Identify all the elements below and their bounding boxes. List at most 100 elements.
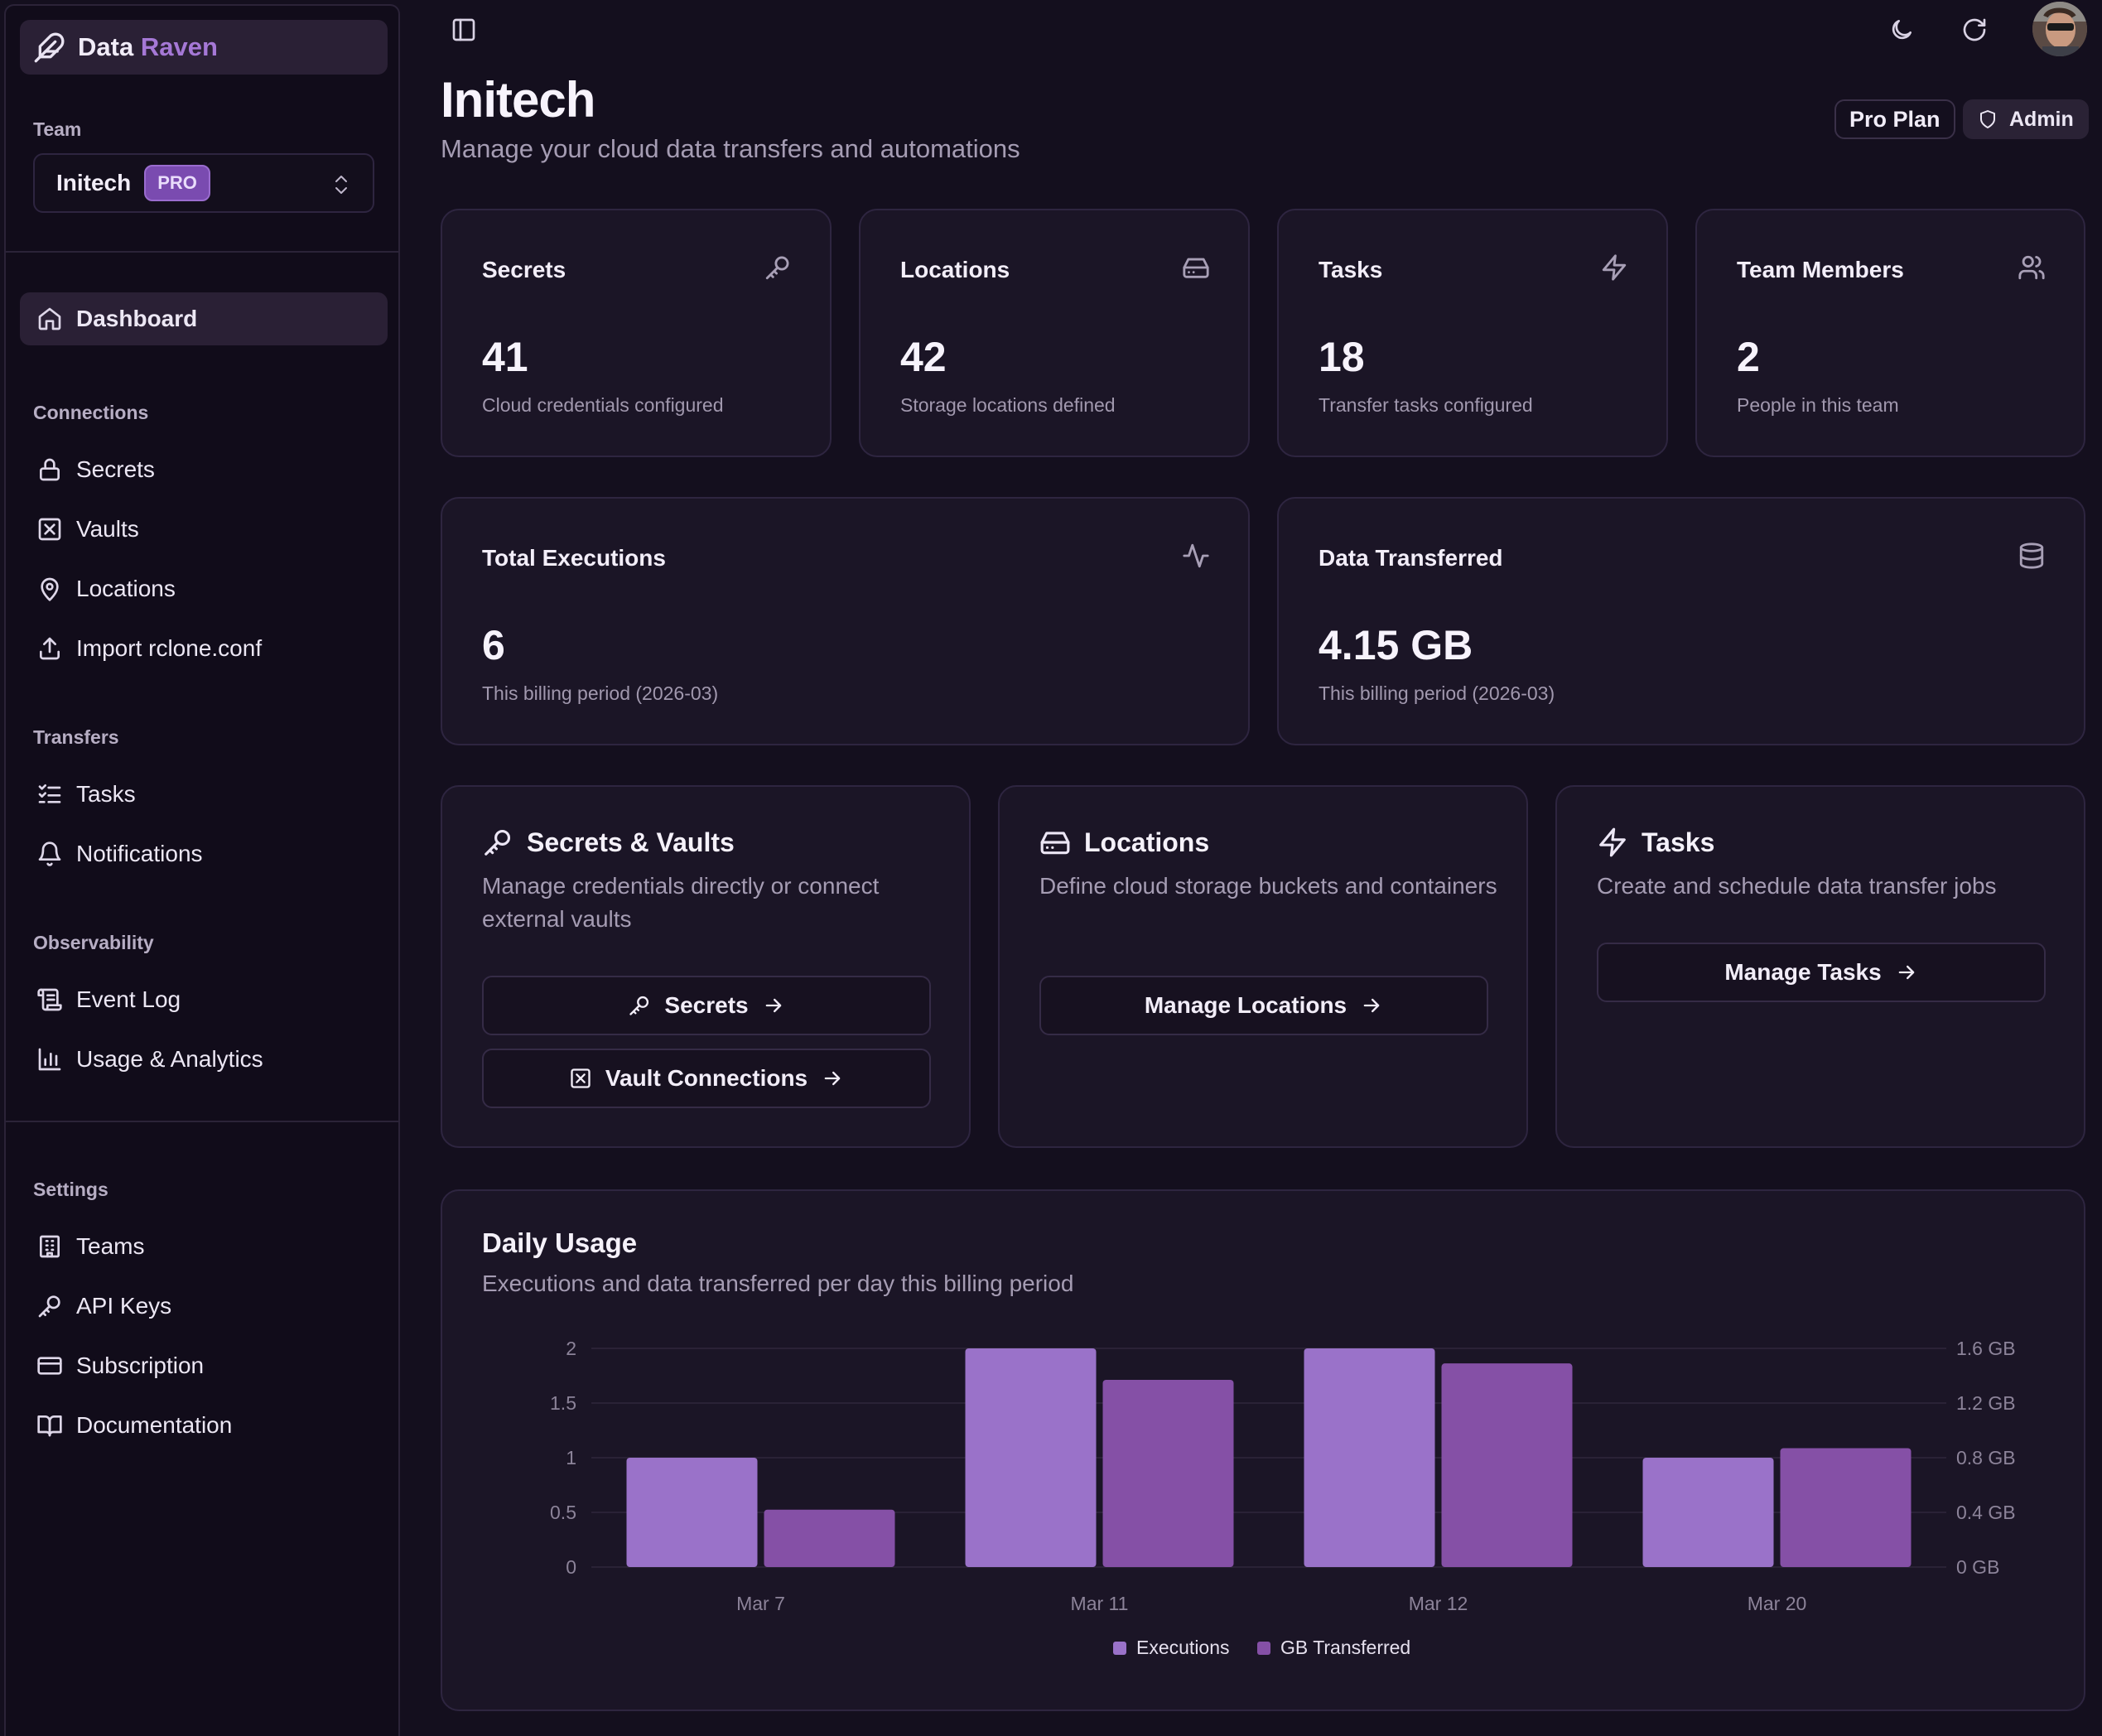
sidebar-item-locations[interactable]: Locations [20,562,388,615]
sidebar-item-teams[interactable]: Teams [20,1220,388,1273]
stat-desc: Transfer tasks configured [1319,394,1533,416]
arrow-right-icon [1363,998,1380,1013]
sidebar-item-notifications[interactable]: Notifications [20,827,388,880]
refresh-icon[interactable] [1961,17,1988,43]
bar-gb-transferred [1102,1379,1234,1567]
panel-left-icon[interactable] [451,17,477,43]
y-left-tick-label: 1.5 [550,1392,576,1414]
arrow-right-icon [1898,965,1915,980]
settings-section-label: Settings [33,1179,108,1200]
database-icon [2019,542,2044,569]
scroll-text-icon [37,988,62,1011]
user-photo [2032,2,2087,56]
x-tick-label: Mar 20 [1748,1593,1807,1614]
usage-subtitle: Executions and data transferred per day … [482,1271,1074,1296]
feature-title: Tasks [1642,827,1715,857]
moon-icon[interactable] [1888,17,1915,43]
y-right-tick-label: 0.8 GB [1956,1447,2016,1468]
upload-icon [40,637,60,660]
page-subtitle: Manage your cloud data transfers and aut… [441,134,1020,163]
stat-card-locations: Locations 42 Storage locations defined [859,209,1250,457]
key-icon [38,1295,60,1318]
key-icon [629,996,649,1015]
bar-executions [965,1348,1097,1567]
bar-gb-transferred [1780,1448,1912,1567]
feature-card-locations: Locations Define cloud storage buckets a… [998,785,1528,1148]
sidebar-item-label: Dashboard [76,306,198,331]
sidebar-item-dashboard[interactable]: Dashboard [20,292,388,345]
sidebar-item-label: Event Log [76,986,181,1012]
sidebar-item-label: Teams [76,1233,145,1259]
stat-desc: Cloud credentials configured [482,394,724,416]
key-icon [485,829,511,856]
hard-drive-icon [1183,258,1209,278]
usage-title: Daily Usage [482,1227,638,1258]
manage-locations-button[interactable]: Manage Locations [1039,976,1488,1035]
sidebar-item-label: API Keys [76,1293,172,1319]
stat-card-team-members: Team Members 2 People in this team [1695,209,2085,457]
sidebar-item-label: Secrets [76,456,155,482]
sidebar-item-documentation[interactable]: Documentation [20,1399,388,1452]
team-selector[interactable]: Initech PRO [33,153,374,213]
bell-icon [38,841,61,866]
sidebar-item-event-log[interactable]: Event Log [20,973,388,1026]
sidebar-item-import[interactable]: Import rclone.conf [20,622,388,675]
stat-title: Data Transferred [1319,545,1503,571]
button-label: Vault Connections [605,1065,808,1091]
stat-desc: This billing period (2026-03) [1319,682,1555,704]
stat-desc: Storage locations defined [900,394,1116,416]
sidebar-item-usage[interactable]: Usage & Analytics [20,1033,388,1086]
feature-title: Secrets & Vaults [527,827,735,857]
avatar[interactable] [2032,2,2087,56]
bar-executions [1642,1458,1774,1567]
sidebar-item-tasks[interactable]: Tasks [20,768,388,821]
users-icon [2018,255,2045,280]
transfers-section-label: Transfers [33,726,119,748]
y-right-tick-label: 1.2 GB [1956,1392,2016,1414]
x-tick-label: Mar 7 [736,1593,785,1614]
sidebar-item-label: Notifications [76,841,203,866]
manage-tasks-button[interactable]: Manage Tasks [1597,943,2046,1002]
plan-badge: PRO [144,165,210,201]
chevrons-up-down-icon [335,176,347,194]
stat-desc: People in this team [1737,394,1899,416]
feature-title: Locations [1084,827,1210,857]
y-left-tick-label: 0 [566,1556,576,1578]
x-tick-label: Mar 11 [1071,1593,1129,1614]
credit-card-icon [37,1357,62,1375]
stat-value: 2 [1737,334,1760,380]
stat-value: 41 [482,334,528,380]
brand-name: Data Raven [78,32,218,61]
bar-executions [626,1458,758,1567]
sidebar-item-vaults[interactable]: Vaults [20,503,388,556]
y-left-tick-label: 1 [566,1447,576,1468]
sidebar-item-subscription[interactable]: Subscription [20,1339,388,1392]
activity-icon [1183,543,1209,568]
arrow-right-icon [824,1071,841,1086]
stat-card-executions: Total Executions 6 This billing period (… [441,497,1250,745]
stat-desc: This billing period (2026-03) [482,682,719,704]
y-right-tick-label: 1.6 GB [1956,1338,2016,1359]
building-icon [40,1235,60,1258]
secrets-button[interactable]: Secrets [482,976,931,1035]
button-label: Secrets [664,992,749,1018]
legend-label: Executions [1136,1637,1230,1658]
button-label: Manage Tasks [1724,959,1882,985]
feature-desc: Manage credentials directly or connect e… [482,873,880,932]
stat-title: Team Members [1737,257,1904,282]
vault-connections-button[interactable]: Vault Connections [482,1049,931,1108]
sidebar-item-api-keys[interactable]: API Keys [20,1280,388,1333]
feature-header: Tasks [1597,827,1714,858]
team-section-label: Team [33,118,82,140]
lock-icon [40,458,60,481]
admin-role-badge: Admin [1963,99,2089,139]
stat-title: Tasks [1319,257,1383,282]
stat-title: Total Executions [482,545,666,571]
x-tick-label: Mar 12 [1409,1593,1468,1614]
bar-gb-transferred [764,1509,895,1567]
bar-chart-icon [38,1048,61,1071]
bar-gb-transferred [1441,1363,1573,1567]
pro-plan-badge: Pro Plan [1834,99,1955,139]
brand-logo-button[interactable]: Data Raven [20,20,388,75]
sidebar-item-secrets[interactable]: Secrets [20,443,388,496]
